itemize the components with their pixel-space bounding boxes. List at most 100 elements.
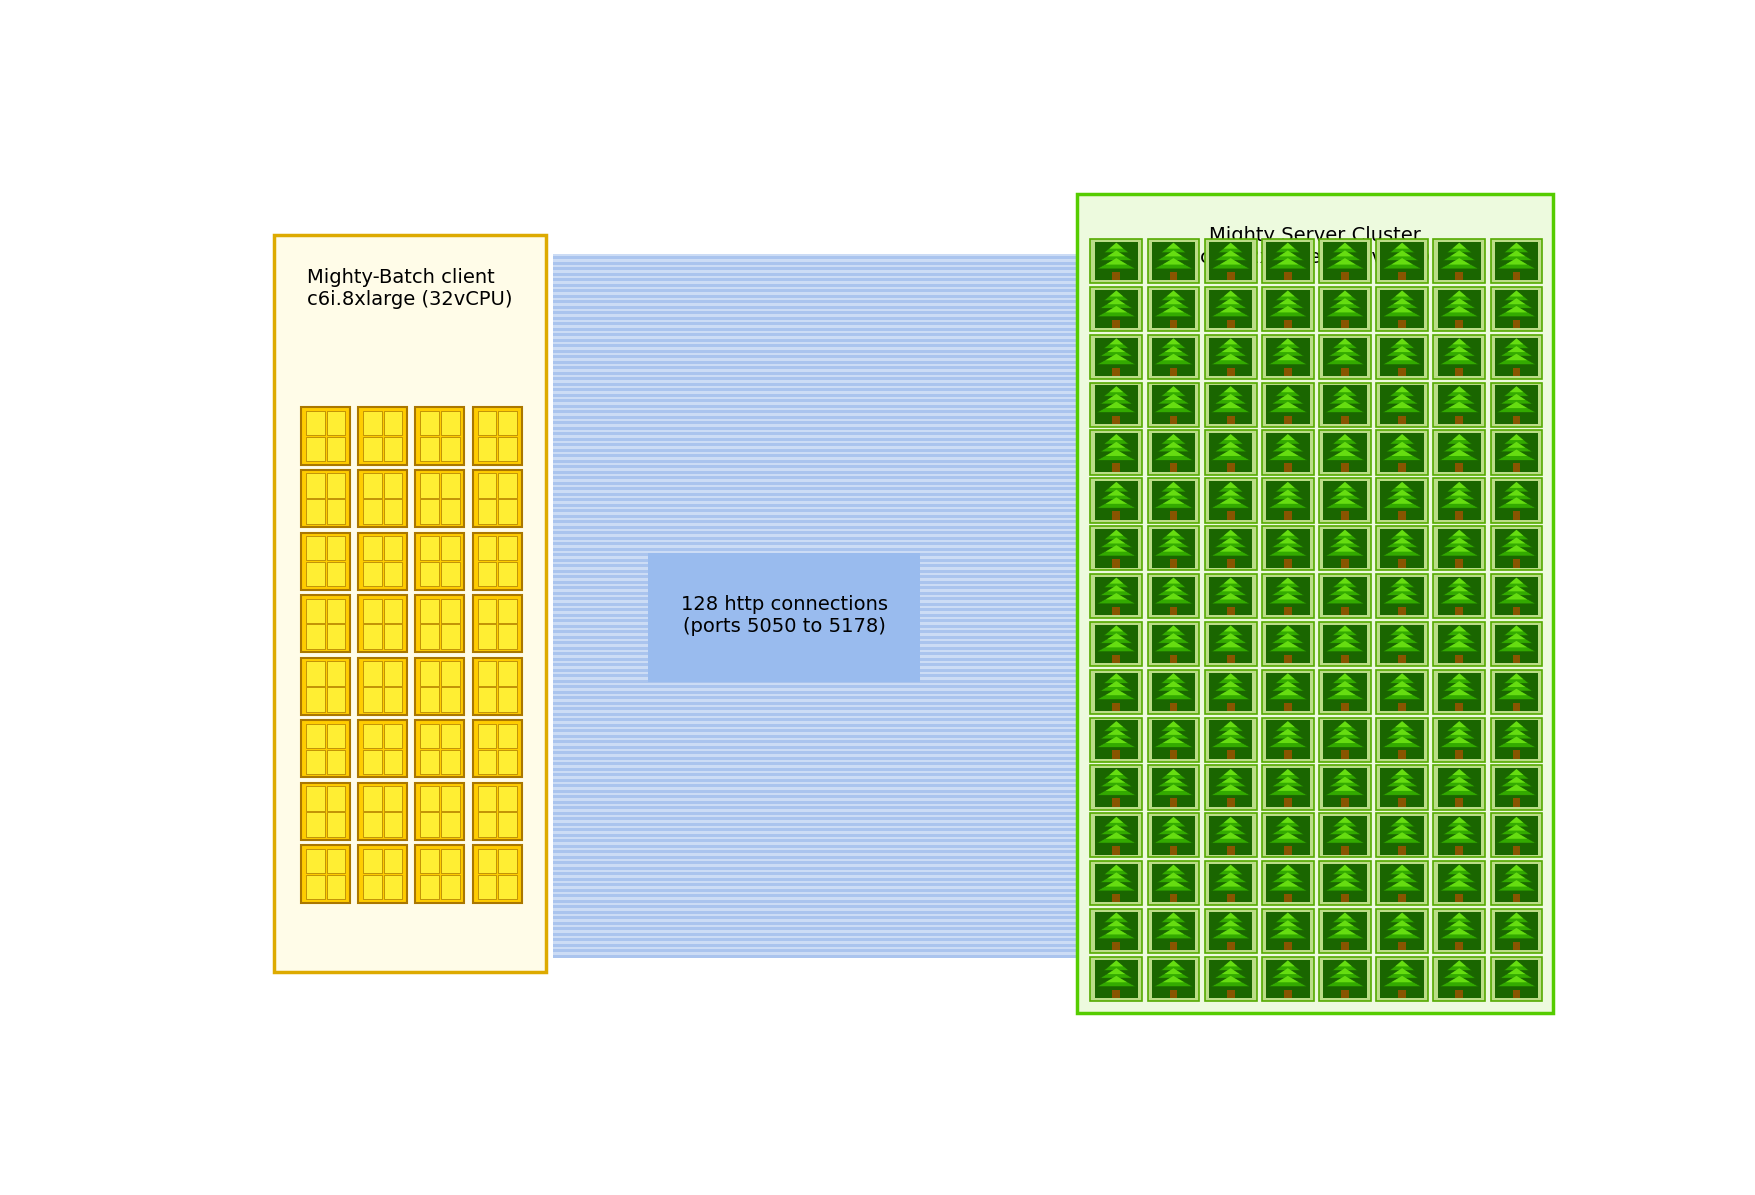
Polygon shape (1495, 306, 1536, 317)
Bar (326, 500, 346, 523)
Bar (1376, 862, 1427, 906)
Bar (1379, 434, 1423, 472)
Polygon shape (1443, 251, 1474, 261)
Polygon shape (1278, 586, 1295, 592)
Polygon shape (1279, 721, 1293, 728)
Polygon shape (1162, 832, 1183, 839)
Polygon shape (1385, 729, 1418, 739)
Polygon shape (1214, 633, 1246, 643)
Bar (1397, 703, 1406, 711)
Bar (363, 436, 381, 461)
Polygon shape (1157, 442, 1190, 452)
Bar (1227, 750, 1234, 759)
Bar (1151, 241, 1195, 281)
Bar (1283, 894, 1292, 902)
Bar (1318, 287, 1371, 331)
Bar (553, 300, 1076, 304)
Polygon shape (1506, 490, 1525, 496)
Polygon shape (1443, 538, 1474, 547)
Bar (441, 562, 460, 587)
Polygon shape (1439, 545, 1478, 556)
Polygon shape (1495, 449, 1536, 460)
Polygon shape (1504, 736, 1527, 743)
Bar (1432, 478, 1485, 522)
Bar (553, 443, 1076, 446)
Polygon shape (1211, 641, 1250, 651)
Bar (553, 547, 1076, 551)
Polygon shape (1276, 354, 1297, 360)
Polygon shape (1336, 586, 1353, 592)
Bar (1432, 335, 1485, 379)
Polygon shape (1332, 961, 1357, 970)
Polygon shape (1506, 968, 1525, 974)
Polygon shape (1211, 880, 1250, 891)
Polygon shape (1395, 290, 1408, 296)
Bar (326, 848, 346, 874)
Polygon shape (1153, 354, 1192, 364)
Bar (419, 500, 439, 523)
Polygon shape (1221, 681, 1239, 687)
Bar (498, 749, 516, 774)
Bar (1227, 320, 1234, 329)
Bar (1323, 338, 1365, 376)
Polygon shape (1104, 625, 1128, 636)
Bar (553, 740, 1076, 743)
Polygon shape (1381, 688, 1422, 699)
Polygon shape (1450, 538, 1467, 544)
Bar (1207, 721, 1251, 759)
Polygon shape (1385, 347, 1418, 356)
Polygon shape (1106, 976, 1127, 982)
Bar (553, 784, 1076, 788)
Polygon shape (1157, 394, 1190, 404)
Polygon shape (1392, 347, 1411, 353)
Polygon shape (1153, 976, 1192, 987)
Polygon shape (1451, 529, 1465, 535)
Bar (553, 460, 1076, 462)
Bar (553, 317, 1076, 320)
Polygon shape (1165, 625, 1179, 631)
Polygon shape (1165, 721, 1179, 728)
Bar (1494, 338, 1537, 376)
Polygon shape (1390, 929, 1413, 934)
Bar (384, 848, 402, 874)
Bar (1204, 335, 1257, 379)
Polygon shape (1390, 688, 1413, 695)
Bar (553, 625, 1076, 627)
Polygon shape (1450, 825, 1467, 831)
Polygon shape (1107, 825, 1125, 831)
Bar (553, 388, 1076, 391)
Polygon shape (1157, 825, 1190, 834)
Bar (1494, 625, 1537, 663)
Bar (1265, 864, 1309, 902)
Bar (553, 515, 1076, 517)
Bar (1437, 338, 1479, 376)
Bar (553, 856, 1076, 859)
Bar (363, 848, 381, 874)
Polygon shape (1221, 347, 1239, 353)
Bar (305, 875, 325, 899)
Polygon shape (1385, 586, 1418, 595)
Polygon shape (1267, 929, 1307, 939)
Polygon shape (1211, 784, 1250, 795)
Polygon shape (1106, 354, 1127, 360)
Polygon shape (1278, 681, 1295, 687)
Polygon shape (1509, 817, 1523, 823)
Bar (1376, 478, 1427, 522)
Polygon shape (1502, 913, 1529, 923)
Bar (1207, 386, 1251, 424)
Bar (477, 848, 497, 874)
Polygon shape (1107, 251, 1125, 257)
Polygon shape (1278, 729, 1295, 735)
Polygon shape (1104, 961, 1128, 970)
Polygon shape (1390, 306, 1413, 312)
Polygon shape (1337, 482, 1351, 488)
Polygon shape (1451, 817, 1465, 823)
Bar (419, 473, 439, 498)
Bar (1490, 717, 1541, 761)
Bar (384, 724, 402, 748)
Polygon shape (1506, 633, 1525, 639)
Polygon shape (1162, 880, 1183, 887)
Bar (384, 500, 402, 523)
Polygon shape (1506, 347, 1525, 353)
Bar (1204, 621, 1257, 666)
